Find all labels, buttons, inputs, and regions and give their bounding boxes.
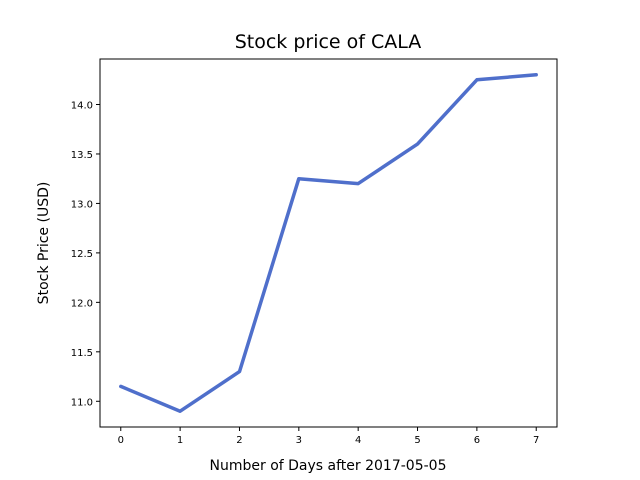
chart-title: Stock price of CALA <box>235 31 422 53</box>
series-layer <box>119 73 538 413</box>
y-tick-label: 12.5 <box>71 249 93 260</box>
y-tick-label: 11.0 <box>71 397 93 408</box>
x-axis-label: Number of Days after 2017-05-05 <box>210 458 447 474</box>
x-tick-label: 6 <box>474 435 480 446</box>
y-tick-label: 13.5 <box>71 150 93 161</box>
series-line <box>119 73 538 413</box>
x-tick-label: 2 <box>236 435 242 446</box>
y-tick-label: 14.0 <box>71 101 93 112</box>
x-tick-label: 3 <box>296 435 302 446</box>
y-tick-label: 11.5 <box>71 348 93 359</box>
y-axis-label: Stock Price (USD) <box>36 182 52 305</box>
x-tick-label: 4 <box>355 435 361 446</box>
x-tick-label: 1 <box>177 435 183 446</box>
x-tick-label: 0 <box>118 435 124 446</box>
y-tick-label: 12.0 <box>71 298 93 309</box>
x-axis: 0 1 2 3 4 5 6 7 <box>118 427 539 446</box>
plot-area-frame <box>99 58 558 428</box>
x-tick-label: 7 <box>533 435 539 446</box>
y-tick-label: 13.0 <box>71 199 93 210</box>
y-axis: 11.0 11.5 12.0 12.5 13.0 13.5 14.0 <box>71 101 100 408</box>
x-tick-label: 5 <box>414 435 420 446</box>
